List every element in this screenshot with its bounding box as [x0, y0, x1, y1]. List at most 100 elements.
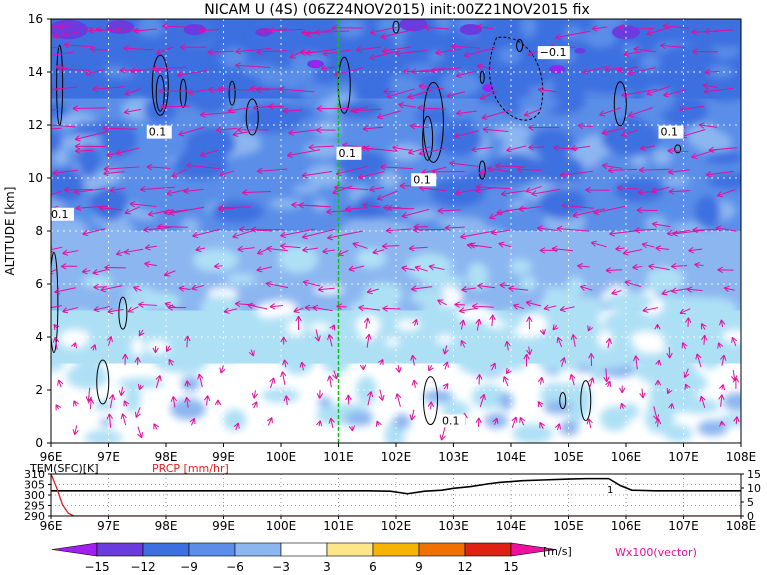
wind-vector: [437, 299, 447, 306]
wind-vector: [355, 46, 382, 53]
wind-vector: [95, 26, 122, 33]
field-patch: [143, 97, 177, 123]
wind-vector: [301, 228, 336, 240]
wind-vector: [329, 324, 336, 331]
x-tick-label: 102E: [381, 450, 412, 464]
field-patch: [210, 200, 264, 223]
wind-vector: [459, 307, 479, 314]
wind-vector: [138, 301, 158, 308]
wind-vector: [147, 209, 174, 217]
colorbar-tick-label: −15: [84, 560, 109, 574]
wind-vector: [72, 105, 107, 112]
wind-vector: [733, 416, 740, 425]
wind-vector: [362, 125, 384, 132]
field-patch: [124, 384, 141, 414]
wind-vector: [115, 249, 127, 256]
wind-vector: [322, 247, 336, 255]
field-patch: [355, 375, 377, 406]
wind-vector: [100, 285, 123, 293]
wind-vector: [70, 342, 78, 349]
field-patch: [574, 48, 586, 54]
wind-vector: [439, 426, 446, 441]
wind-vector: [691, 48, 718, 55]
colorbar-tick-label: −9: [180, 560, 198, 574]
left-tick-label: 295: [24, 500, 45, 513]
wind-vector: [691, 148, 718, 160]
x-tick-label: 103E: [438, 519, 469, 533]
wind-vector: [380, 28, 416, 40]
wind-vector: [554, 30, 591, 41]
wind-vector: [51, 109, 58, 111]
wind-vector: [476, 63, 493, 70]
wind-vector: [679, 308, 691, 315]
field-patch: [222, 409, 247, 431]
wind-vector: [476, 23, 493, 31]
field-patch: [366, 30, 397, 64]
wind-vector: [671, 263, 687, 270]
colorbar-tick-label: 9: [415, 560, 423, 574]
wind-vector: [479, 394, 486, 408]
colorbar-tick-label: −6: [226, 560, 244, 574]
wind-vector: [362, 202, 381, 209]
wind-vector: [482, 126, 509, 133]
wind-vector: [372, 248, 385, 255]
field-patch: [100, 122, 137, 157]
wind-vector: [633, 355, 640, 370]
wind-vector: [495, 162, 526, 170]
wind-vector: [472, 303, 494, 310]
wind-vector: [305, 48, 337, 56]
wind-vector: [490, 362, 496, 371]
field-patch: [707, 64, 735, 79]
wind-vector: [661, 289, 673, 296]
field-patch: [51, 19, 88, 40]
field-patch: [675, 57, 703, 78]
colorbar-tick-label: −12: [130, 560, 155, 574]
wind-vector: [423, 24, 450, 31]
wind-vector: [418, 83, 444, 90]
field-patch: [701, 19, 741, 48]
contour-line: [151, 54, 169, 116]
field-patch: [722, 392, 741, 411]
wind-vector: [170, 396, 178, 408]
wind-vector: [708, 146, 738, 153]
contour-label: 0.1: [413, 173, 431, 186]
field-patch: [131, 337, 144, 357]
wind-vector: [382, 305, 401, 312]
field-patch: [308, 322, 331, 332]
wind-vector: [163, 270, 176, 277]
series-line-prcp: [51, 474, 741, 516]
field-patch: [343, 205, 391, 220]
colorbar-unit: [m/s]: [543, 545, 572, 558]
field-patch: [543, 400, 573, 415]
wind-vector: [692, 226, 719, 234]
wind-vector: [460, 230, 495, 240]
wind-vector: [620, 129, 639, 138]
wind-vector: [322, 49, 351, 57]
wind-vector: [54, 287, 76, 295]
wind-vector: [266, 245, 289, 253]
wind-vector: [280, 336, 287, 345]
wind-vector: [398, 102, 416, 109]
wind-vector: [586, 418, 593, 429]
wind-vector: [668, 188, 691, 195]
wind-vector: [686, 286, 703, 293]
wind-vector: [82, 228, 106, 237]
contour-line: [580, 380, 592, 422]
contour-label-bg: [658, 125, 684, 139]
wind-vector: [526, 346, 533, 355]
wind-vector: [163, 209, 189, 216]
wind-vector: [353, 107, 382, 114]
wind-vector: [133, 27, 157, 34]
field-patch: [466, 245, 505, 259]
field-patch: [292, 184, 320, 195]
field-patch: [119, 58, 143, 71]
wind-vector: [51, 51, 74, 56]
field-patch: [325, 81, 356, 95]
wind-vector: [327, 334, 334, 347]
wind-vector: [375, 420, 382, 427]
wind-vector: [369, 50, 399, 61]
x-tick-label: 104E: [496, 519, 527, 533]
wind-vector: [580, 284, 593, 291]
field-patch: [631, 331, 664, 348]
field-patch: [255, 28, 273, 37]
